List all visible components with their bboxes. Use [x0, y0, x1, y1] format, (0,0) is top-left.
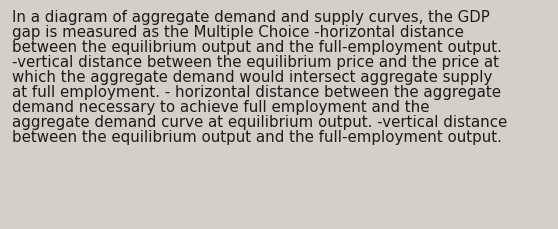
- Text: In a diagram of aggregate demand and supply curves, the GDP
gap is measured as t: In a diagram of aggregate demand and sup…: [12, 10, 508, 145]
